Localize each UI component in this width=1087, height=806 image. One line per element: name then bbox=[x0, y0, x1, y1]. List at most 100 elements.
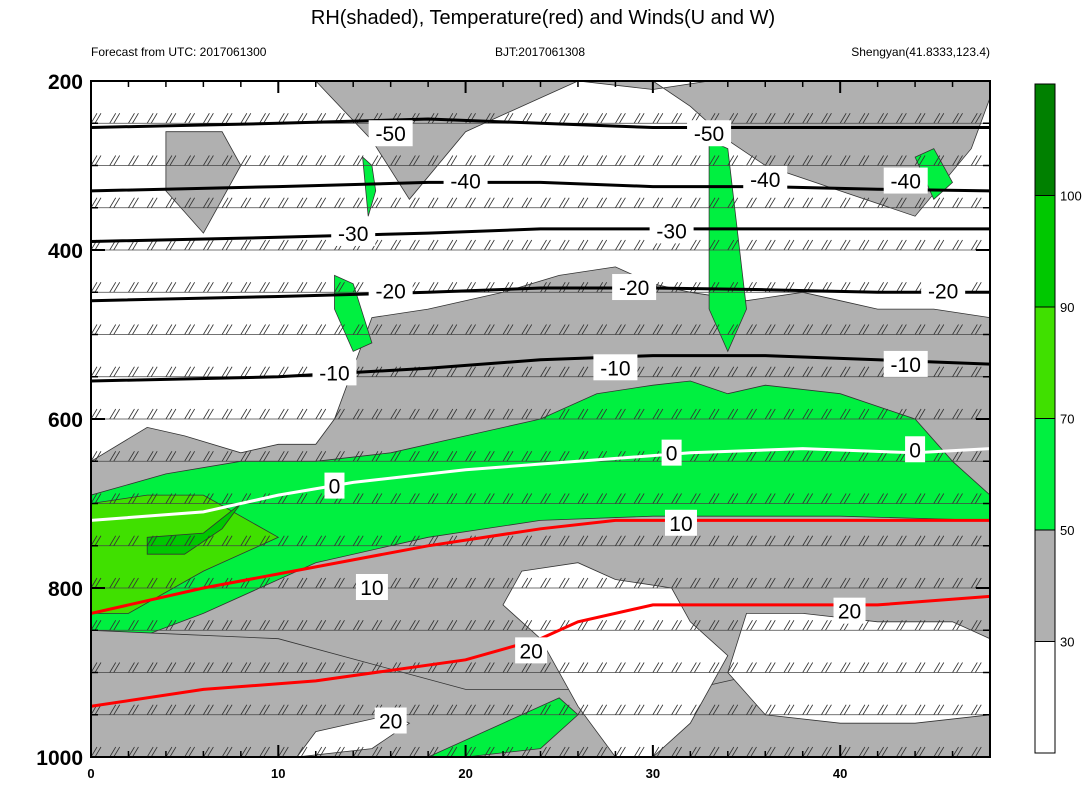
wind-barb bbox=[768, 577, 776, 589]
wind-barb bbox=[596, 704, 604, 715]
wind-barb bbox=[637, 620, 645, 631]
wind-barb bbox=[319, 197, 327, 208]
wind-barb bbox=[128, 704, 135, 715]
wind-barb bbox=[188, 535, 195, 546]
wind-barb bbox=[431, 493, 439, 504]
wind-barb bbox=[825, 577, 832, 589]
wind-barb bbox=[806, 197, 814, 208]
wind-barb bbox=[858, 535, 866, 546]
wind-barb bbox=[203, 451, 210, 462]
contour-label-box bbox=[661, 439, 682, 466]
wind-barb bbox=[544, 662, 551, 673]
wind-barb bbox=[146, 282, 154, 293]
wind-barb bbox=[296, 746, 304, 757]
wind-barb bbox=[207, 408, 214, 420]
wind-barb bbox=[525, 493, 533, 504]
wind-barb bbox=[877, 662, 884, 673]
wind-barb bbox=[956, 704, 963, 715]
wind-barb bbox=[877, 577, 884, 589]
wind-barb bbox=[540, 408, 547, 420]
wind-barb bbox=[862, 662, 870, 673]
wind-barb bbox=[503, 81, 504, 82]
wind-barb bbox=[465, 324, 472, 335]
wind-barb bbox=[506, 620, 514, 631]
wind-barb bbox=[544, 113, 551, 124]
wind-barb bbox=[783, 493, 791, 504]
wind-barb bbox=[300, 408, 308, 420]
contour-label-box bbox=[833, 597, 866, 624]
wind-barb bbox=[375, 324, 383, 335]
wind-barb bbox=[484, 81, 485, 82]
wind-barb bbox=[918, 662, 926, 673]
wind-barb bbox=[319, 620, 327, 631]
wind-barb bbox=[169, 493, 177, 504]
wind-barb bbox=[544, 704, 551, 715]
wind-barb bbox=[600, 81, 602, 82]
wind-barb bbox=[146, 113, 154, 124]
wind-barb bbox=[671, 704, 678, 715]
wind-barb bbox=[263, 620, 270, 631]
wind-barb bbox=[675, 81, 677, 82]
wind-barb bbox=[896, 239, 903, 251]
wind-barb bbox=[502, 662, 510, 673]
wind-barb bbox=[109, 81, 111, 82]
wind-barb bbox=[409, 155, 416, 166]
wind-barb bbox=[783, 366, 791, 377]
wind-barb bbox=[690, 81, 691, 82]
wind-barb bbox=[277, 577, 285, 589]
wind-barb bbox=[731, 408, 739, 420]
wind-barb bbox=[900, 746, 907, 757]
wind-barb bbox=[352, 451, 360, 462]
wind-barb bbox=[413, 535, 420, 546]
wind-barb bbox=[956, 155, 963, 166]
wind-barb bbox=[712, 282, 720, 293]
wind-barb bbox=[375, 620, 383, 631]
wind-barb bbox=[169, 662, 177, 673]
wind-barb bbox=[708, 746, 716, 757]
wind-barb bbox=[638, 81, 639, 82]
wind-barb bbox=[281, 704, 289, 715]
wind-barb bbox=[619, 239, 626, 251]
wind-barb bbox=[188, 493, 195, 504]
wind-barb bbox=[469, 81, 471, 82]
wind-barb bbox=[862, 324, 870, 335]
wind-barb bbox=[540, 366, 547, 377]
wind-barb bbox=[281, 408, 289, 420]
wind-barb bbox=[750, 408, 757, 420]
wind-barb bbox=[675, 704, 682, 715]
wind-barb bbox=[352, 408, 360, 420]
wind-barb bbox=[544, 620, 551, 631]
wind-barb bbox=[896, 197, 903, 208]
wind-barb bbox=[487, 451, 495, 462]
contour-label-box bbox=[443, 167, 488, 194]
wind-barb bbox=[259, 81, 261, 82]
wind-barb bbox=[94, 746, 102, 757]
wind-barb bbox=[821, 535, 828, 546]
wind-barb bbox=[652, 155, 660, 166]
colorbar-segment bbox=[1034, 195, 1056, 308]
wind-barb bbox=[150, 662, 158, 673]
wind-barb bbox=[244, 408, 252, 420]
contour-label-box bbox=[883, 167, 928, 194]
wind-barb bbox=[315, 81, 317, 82]
wind-barb bbox=[783, 239, 791, 251]
wind-barb bbox=[487, 493, 495, 504]
wind-barb bbox=[619, 324, 626, 335]
wind-barb bbox=[502, 577, 510, 589]
wind-barb bbox=[263, 282, 270, 293]
wind-barb bbox=[877, 620, 884, 631]
wind-barb bbox=[746, 113, 753, 124]
y-tick-label: 1000 bbox=[36, 747, 83, 770]
wind-barb bbox=[207, 704, 214, 715]
wind-barb bbox=[746, 408, 753, 420]
wind-barb bbox=[881, 81, 883, 82]
wind-barb bbox=[952, 620, 959, 631]
wind-barb bbox=[765, 81, 766, 82]
wind-barb bbox=[675, 197, 682, 208]
wind-barb bbox=[727, 324, 735, 335]
wind-barb bbox=[712, 197, 720, 208]
wind-barb bbox=[581, 620, 589, 631]
wind-barb bbox=[952, 704, 959, 715]
wind-barb bbox=[221, 197, 229, 208]
wind-barb bbox=[319, 704, 327, 715]
